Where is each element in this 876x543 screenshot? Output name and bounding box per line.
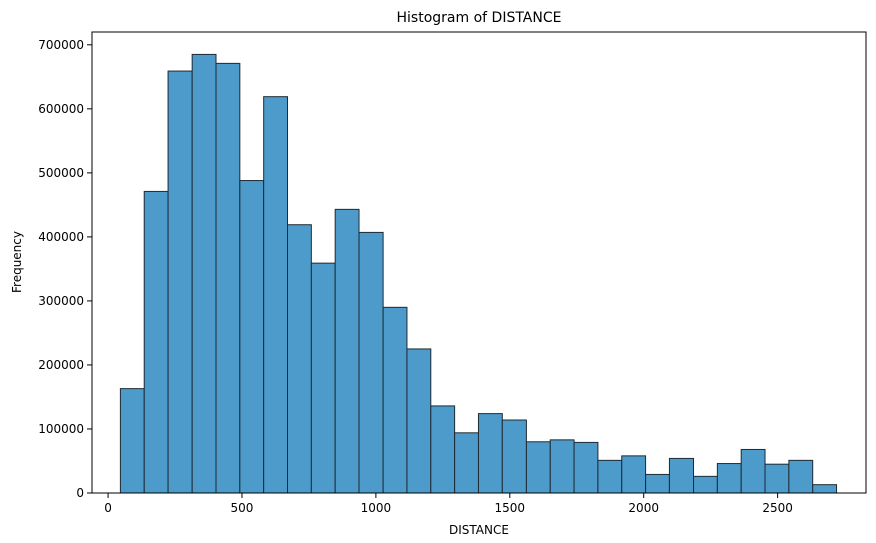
y-tick-label: 0 <box>76 486 84 500</box>
y-tick-label: 100000 <box>38 422 84 436</box>
histogram-bar <box>501 419 527 494</box>
histogram-bar <box>358 231 384 494</box>
histogram-bar <box>191 53 217 494</box>
x-tick-label: 1000 <box>361 501 392 515</box>
histogram-bar <box>573 441 599 494</box>
histogram-bar <box>406 348 432 494</box>
y-tick-label: 600000 <box>38 102 84 116</box>
y-tick-label: 200000 <box>38 358 84 372</box>
histogram-bar <box>525 441 551 494</box>
histogram-bar <box>764 463 790 494</box>
histogram-bar <box>597 459 623 494</box>
histogram-bar <box>621 455 647 494</box>
histogram-bar <box>788 459 814 494</box>
x-tick-label: 1500 <box>495 501 526 515</box>
y-tick-label: 300000 <box>38 294 84 308</box>
histogram-bar <box>167 70 193 494</box>
histogram-bar <box>382 306 408 494</box>
y-axis-ticks: 0 100000 200000 300000 400000 500000 600000 700… <box>38 38 92 500</box>
histogram-bar <box>477 413 503 494</box>
x-axis-ticks: 0 500 1000 1500 2000 2500 <box>104 493 793 515</box>
y-tick-label: 700000 <box>38 38 84 52</box>
histogram-bar <box>430 405 456 494</box>
histogram-bar <box>716 463 742 494</box>
histogram-bar <box>215 62 241 494</box>
y-tick-label: 400000 <box>38 230 84 244</box>
plot-frame <box>91 31 867 494</box>
histogram-bar <box>549 439 575 494</box>
histogram-bar <box>812 484 838 494</box>
histogram-bar <box>143 190 169 494</box>
histogram-bar <box>334 208 360 494</box>
histogram-bar <box>239 180 265 494</box>
x-axis-label: DISTANCE <box>449 523 509 537</box>
histogram-bar <box>119 388 145 494</box>
x-tick-label: 0 <box>104 501 112 515</box>
x-tick-label: 2500 <box>762 501 793 515</box>
histogram-bar <box>263 96 289 494</box>
histogram-bar <box>454 432 479 494</box>
histogram-bar <box>645 473 670 494</box>
histogram-bar <box>310 262 336 494</box>
histogram-bar <box>693 475 718 494</box>
histogram-bar <box>668 457 695 494</box>
y-axis-label: Frequency <box>10 231 24 293</box>
x-tick-label: 500 <box>231 501 254 515</box>
y-tick-label: 500000 <box>38 166 84 180</box>
x-tick-label: 2000 <box>628 501 659 515</box>
histogram-bar <box>740 448 766 494</box>
histogram-bar <box>287 224 312 494</box>
bars-group <box>119 53 838 494</box>
chart-title: Histogram of DISTANCE <box>397 10 562 26</box>
